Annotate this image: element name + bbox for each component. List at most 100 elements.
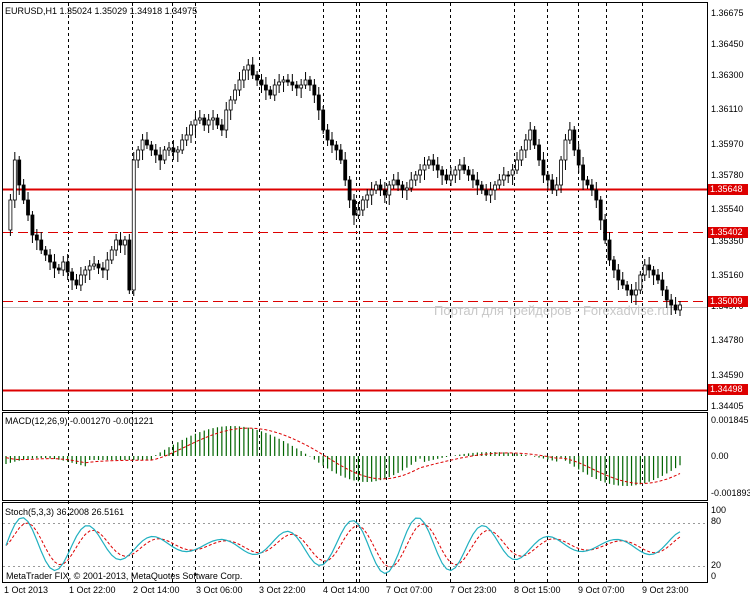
candle-body	[369, 189, 374, 196]
candle-body	[12, 159, 17, 201]
candle-body	[413, 174, 418, 181]
candle-body	[493, 184, 497, 191]
candle-body	[545, 174, 550, 181]
candle-body	[620, 279, 625, 286]
candle-body	[466, 169, 471, 176]
stoch-signal-line	[5, 522, 681, 568]
candle-body	[471, 174, 475, 181]
candle-body	[519, 149, 524, 161]
candle-body	[162, 149, 167, 161]
candle-body	[343, 159, 348, 181]
candle-body	[598, 199, 603, 221]
candle-body	[422, 164, 427, 171]
watermark: Портал для трейдеров - Forexadvise.ru	[434, 303, 669, 318]
candle-body	[140, 139, 145, 151]
candle-body	[215, 117, 220, 126]
candle-body	[219, 124, 224, 131]
candle-body	[259, 79, 264, 86]
price-tick: 1.35780	[711, 170, 744, 180]
candle-body	[515, 159, 519, 171]
candle-body	[83, 269, 88, 276]
time-tick: 8 Oct 15:00	[514, 585, 561, 595]
candle-body	[625, 284, 630, 291]
candle-body	[506, 174, 511, 177]
copyright-text: MetaTrader FIX, © 2001-2013, MetaQuotes …	[6, 571, 243, 581]
candle-body	[105, 259, 110, 271]
candle-body	[131, 159, 136, 291]
candle-body	[189, 124, 193, 136]
candle-body	[356, 209, 361, 216]
candle-body	[308, 79, 312, 86]
candle-body	[479, 184, 484, 191]
candle-body	[391, 179, 396, 186]
level-badge: 1.34498	[708, 384, 748, 395]
candle-body	[400, 184, 405, 191]
candle-body	[237, 79, 242, 91]
candle-body	[281, 79, 286, 83]
candle-body	[374, 184, 378, 191]
candle-body	[444, 174, 449, 181]
candle-body	[325, 129, 330, 141]
price-tick: 1.34590	[711, 370, 744, 380]
candle-body	[660, 279, 665, 291]
candle-body	[453, 169, 458, 176]
candle-body	[475, 179, 480, 186]
price-tick: 1.36450	[711, 39, 744, 49]
candle-body	[39, 239, 44, 251]
candle-body	[65, 261, 70, 273]
stoch-tick: 80	[711, 516, 722, 526]
candle-body	[136, 149, 141, 161]
candle-body	[409, 179, 414, 189]
candle-body	[158, 154, 163, 161]
candle-body	[488, 189, 493, 196]
stoch-main-line	[5, 517, 681, 575]
candle-body	[241, 69, 246, 81]
time-tick: 9 Oct 07:00	[578, 585, 625, 595]
candle-body	[52, 261, 57, 269]
candle-body	[109, 249, 114, 261]
stoch-title: Stoch(5,3,3) 36.2008 26.5161	[5, 507, 125, 517]
price-tick: 1.35160	[711, 270, 744, 280]
candle-body	[312, 84, 317, 96]
candle-body	[528, 129, 533, 141]
candle-body	[563, 139, 568, 161]
candle-body	[180, 139, 185, 151]
candle-body	[211, 117, 215, 121]
macd-title: MACD(12,26,9) -0.001270 -0.001221	[5, 416, 154, 426]
candle-body	[334, 144, 339, 151]
price-tick: 1.36675	[711, 8, 744, 18]
candle-body	[228, 99, 233, 111]
candle-body	[387, 184, 392, 196]
candle-body	[197, 117, 202, 121]
candle-body	[272, 84, 277, 96]
candle-body	[554, 184, 559, 191]
candle-body	[404, 187, 409, 191]
candle-body	[78, 274, 83, 286]
main-chart-title: EURUSD,H1 1.35024 1.35029 1.34918 1.3497…	[5, 6, 198, 16]
candle-body	[56, 267, 61, 271]
candle-body	[26, 199, 30, 216]
candle-body	[440, 169, 445, 176]
candle-body	[101, 267, 105, 271]
price-tick: 1.35350	[711, 236, 744, 246]
candle-body	[638, 274, 643, 291]
time-tick: 7 Oct 07:00	[386, 585, 433, 595]
time-tick: 1 Oct 22:00	[69, 585, 116, 595]
candle-body	[175, 149, 180, 153]
candle-body	[607, 239, 612, 261]
candle-body	[167, 147, 171, 151]
macd-signal-line	[5, 427, 681, 484]
time-tick: 1 Oct 2013	[4, 585, 49, 595]
macd-pane-frame	[2, 412, 708, 501]
macd-tick: 0.00	[711, 451, 729, 461]
candle-body	[603, 219, 608, 241]
candle-body	[501, 174, 506, 181]
candle-body	[74, 279, 79, 286]
candle-body	[202, 117, 207, 126]
main-pane-frame	[2, 2, 708, 411]
candle-body	[114, 239, 119, 251]
candle-body	[96, 263, 101, 269]
candle-body	[664, 289, 669, 301]
candle-body	[246, 64, 251, 71]
